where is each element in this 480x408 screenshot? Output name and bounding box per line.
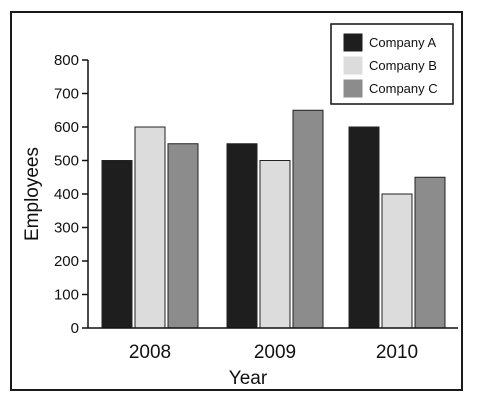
x-category-label: 2010 [376, 342, 418, 363]
bar-company-b-2010 [381, 193, 413, 329]
y-tick-label: 500 [54, 153, 79, 170]
bar-company-c-2008 [167, 143, 199, 329]
y-tick-label: 700 [54, 86, 79, 103]
legend-label: Company A [369, 35, 437, 50]
bar-company-a-2008 [101, 160, 133, 329]
y-tick-label: 600 [54, 119, 79, 136]
x-axis-title: Year [229, 368, 268, 389]
x-labels-layer: 2008 2009 2010 [129, 342, 418, 363]
bars-layer [101, 109, 446, 329]
x-category-label: 2009 [254, 342, 296, 363]
legend-label: Company C [369, 81, 438, 96]
bar-company-c-2009 [292, 109, 324, 329]
legend-swatch [343, 79, 363, 98]
y-tick-label: 300 [54, 220, 79, 237]
bar-company-b-2008 [134, 126, 166, 329]
y-tick-label: 100 [54, 287, 79, 304]
bar-company-a-2010 [348, 126, 380, 329]
x-category-label: 2008 [129, 342, 171, 363]
legend-swatch [343, 33, 363, 52]
bar-company-a-2009 [226, 143, 258, 329]
legend-items: Company A Company B Company C [343, 33, 438, 98]
legend: Company A Company B Company C [330, 23, 454, 105]
legend-label: Company B [369, 58, 437, 73]
y-tick-label: 400 [54, 186, 79, 203]
y-ticks-layer: 0 100 200 300 400 500 600 700 800 [54, 52, 88, 337]
y-tick-label: 200 [54, 253, 79, 270]
y-tick-label: 0 [71, 320, 79, 337]
legend-swatch [343, 56, 363, 75]
y-axis-title: Employees [22, 147, 43, 241]
y-tick-label: 800 [54, 52, 79, 69]
bar-company-c-2010 [414, 176, 446, 329]
bar-company-b-2009 [259, 160, 291, 329]
